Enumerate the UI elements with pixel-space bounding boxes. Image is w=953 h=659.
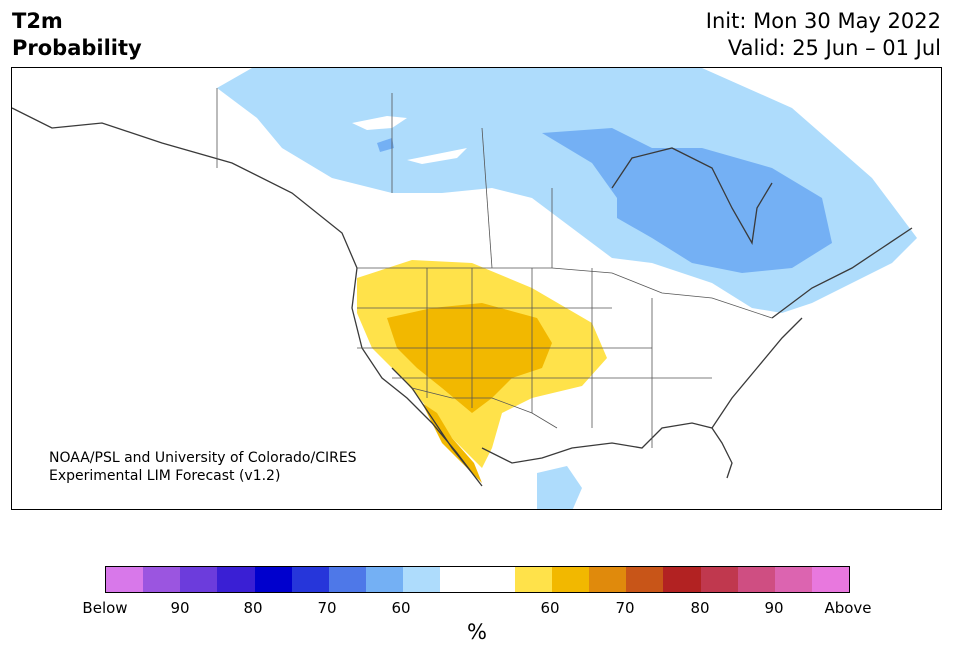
- colorbar-swatch: [626, 567, 664, 592]
- colorbar-swatch: [589, 567, 627, 592]
- above-normal-baja: [422, 403, 482, 483]
- colorbar-tick-label: Below: [82, 599, 128, 617]
- colorbar-swatch: [774, 567, 812, 592]
- colorbar-swatch: [663, 567, 701, 592]
- colorbar-tick-label: 70: [615, 599, 635, 617]
- below-normal-70-region: [542, 128, 832, 273]
- colorbar-swatch: [217, 567, 255, 592]
- hudson-bay: [611, 147, 773, 245]
- colorbar-tick-label: 60: [540, 599, 560, 617]
- colorbar-swatch: [106, 567, 144, 592]
- province-border: [481, 127, 493, 269]
- colorbar-tick-label: 90: [170, 599, 190, 617]
- colorbar-swatch: [551, 567, 590, 592]
- below-normal-70-small: [377, 138, 394, 152]
- colorbar-swatch: [254, 567, 292, 592]
- credit-line-2: Experimental LIM Forecast (v1.2): [49, 468, 281, 484]
- gulf-coast: [481, 317, 803, 464]
- east-coast: [771, 227, 913, 319]
- colorbar-swatch: [477, 567, 515, 592]
- colorbar-tick-label: 80: [243, 599, 263, 617]
- colorbar-tick-label: Above: [824, 599, 872, 617]
- colorbar-tick-label: 80: [690, 599, 710, 617]
- below-normal-60-region: [217, 68, 917, 313]
- colorbar-tick-label: 60: [391, 599, 411, 617]
- colorbar-swatch: [328, 567, 367, 592]
- colorbar-swatch: [403, 567, 441, 592]
- credit-line-1: NOAA/PSL and University of Colorado/CIRE…: [49, 450, 357, 466]
- colorbar-swatch: [366, 567, 404, 592]
- title-line-2: Probability: [12, 36, 142, 60]
- below-normal-gulf: [537, 466, 582, 509]
- west-coast: [12, 107, 483, 487]
- title-line-1: T2m: [12, 9, 63, 33]
- colorbar-swatch: [737, 567, 775, 592]
- us-mexico-border: [411, 387, 558, 429]
- chart-title: T2m Probability: [12, 8, 142, 62]
- colorbar-unit: %: [467, 620, 487, 644]
- colorbar-tick-label: 70: [317, 599, 337, 617]
- colorbar-swatch: [811, 567, 850, 592]
- init-date: Init: Mon 30 May 2022: [705, 9, 941, 33]
- date-info: Init: Mon 30 May 2022 Valid: 25 Jun – 01…: [706, 8, 941, 62]
- florida: [711, 427, 733, 479]
- colorbar-swatch: [291, 567, 329, 592]
- colorbar-swatch: [180, 567, 218, 592]
- colorbar: [105, 566, 850, 593]
- colorbar-swatch: [143, 567, 181, 592]
- above-normal-70-region: [387, 303, 552, 413]
- lake: [352, 116, 407, 130]
- credit-text: NOAA/PSL and University of Colorado/CIRE…: [49, 449, 357, 485]
- colorbar-swatch: [440, 567, 478, 592]
- lake: [407, 148, 467, 164]
- colorbar-tick-label: 90: [764, 599, 784, 617]
- colorbar-swatch: [514, 567, 552, 592]
- map-graphic: [12, 68, 917, 509]
- valid-date: Valid: 25 Jun – 01 Jul: [727, 36, 941, 60]
- colorbar-swatch: [700, 567, 738, 592]
- probability-map: [11, 67, 942, 510]
